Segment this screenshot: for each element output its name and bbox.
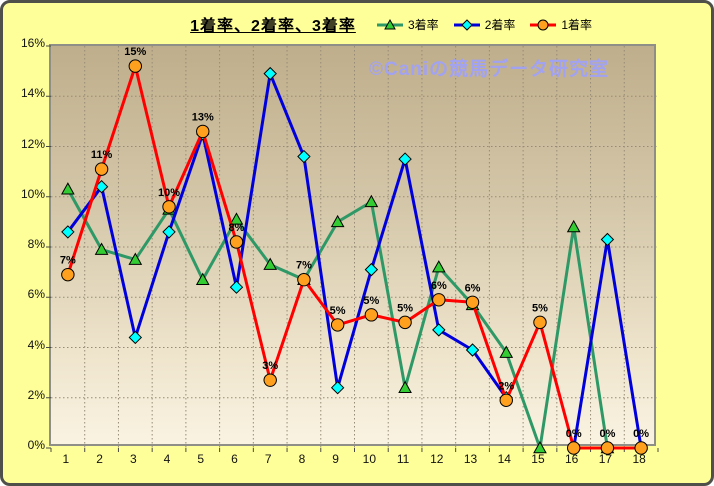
chart-title: 1着率、2着率、3着率 <box>190 18 356 35</box>
svg-text:0%: 0% <box>566 428 582 440</box>
x-axis-tick-label: 7 <box>264 452 272 466</box>
svg-text:6%: 6% <box>431 280 447 292</box>
diamond-marker-icon <box>453 18 480 31</box>
legend-item-2nd-rate: 2着率 <box>452 16 516 33</box>
legend-item-1st-rate: 1着率 <box>528 16 592 33</box>
plot-area: 7% 11% 15% 10% 13% 8% 3% 7% 5% 5% 5% 6% 6% 2% 5% 0% 0% 0%… <box>46 44 659 455</box>
legend-item-3rd-rate: 3着率 <box>375 16 439 33</box>
svg-text:0%: 0% <box>633 428 649 440</box>
legend-label: 2着率 <box>484 18 516 32</box>
svg-text:10%: 10% <box>158 187 180 199</box>
svg-text:3%: 3% <box>262 360 278 372</box>
y-axis-tick-label: 0% <box>27 438 45 452</box>
x-axis-tick-label: 1 <box>62 452 70 466</box>
x-axis-tick-label: 15 <box>531 452 545 466</box>
y-axis-tick-label: 6% <box>27 287 45 302</box>
svg-text:6%: 6% <box>465 282 481 294</box>
x-axis-tick-label: 3 <box>129 452 137 466</box>
y-axis-tick-label: 12% <box>20 136 45 151</box>
y-axis-tick-label: 2% <box>27 387 45 402</box>
svg-text:8%: 8% <box>229 222 245 234</box>
legend: 3着率 2着率 1着率 <box>375 16 592 33</box>
svg-text:15%: 15% <box>124 46 146 58</box>
x-axis-tick-label: 10 <box>362 452 377 466</box>
svg-text:7%: 7% <box>60 255 76 267</box>
y-axis-tick-label: 10% <box>20 186 45 201</box>
legend-label: 1着率 <box>561 18 593 32</box>
x-axis-tick-label: 16 <box>565 452 579 466</box>
x-axis-tick-label: 13 <box>463 452 478 466</box>
y-axis-tick-label: 14% <box>20 86 45 101</box>
svg-text:13%: 13% <box>192 111 214 123</box>
triangle-marker-icon <box>377 18 403 29</box>
y-axis-tick-label: 8% <box>27 237 45 251</box>
x-axis-tick-label: 18 <box>632 452 646 466</box>
svg-text:5%: 5% <box>363 295 379 307</box>
svg-text:5%: 5% <box>532 302 548 314</box>
x-axis-tick-label: 11 <box>396 452 410 466</box>
x-axis-tick-label: 9 <box>332 452 339 466</box>
x-axis-tick-label: 5 <box>197 452 205 466</box>
x-axis-tick-label: 2 <box>96 452 103 466</box>
svg-text:7%: 7% <box>296 260 312 272</box>
x-axis-tick-label: 8 <box>298 452 306 466</box>
y-axis-tick-label: 16% <box>20 36 45 50</box>
x-axis-tick-label: 4 <box>163 452 171 466</box>
x-axis-tick-label: 14 <box>497 452 511 466</box>
svg-text:5%: 5% <box>397 302 413 314</box>
svg-text:11%: 11% <box>91 149 113 161</box>
x-axis-tick-label: 12 <box>430 452 444 466</box>
x-axis-tick-label: 6 <box>231 452 238 466</box>
circle-marker-icon <box>530 19 557 30</box>
svg-text:0%: 0% <box>599 428 615 440</box>
legend-label: 3着率 <box>408 18 439 32</box>
watermark: ©Caniの競馬データ研究室 <box>369 59 610 80</box>
x-axis-tick-label: 17 <box>598 452 613 466</box>
plot-svg: 7% 11% 15% 10% 13% 8% 3% 7% 5% 5% 5% 6% 6% 2% 5% 0% 0% 0% <box>46 45 659 455</box>
svg-text:5%: 5% <box>330 305 346 317</box>
svg-text:2%: 2% <box>498 380 514 392</box>
y-axis-tick-label: 4% <box>27 337 45 352</box>
